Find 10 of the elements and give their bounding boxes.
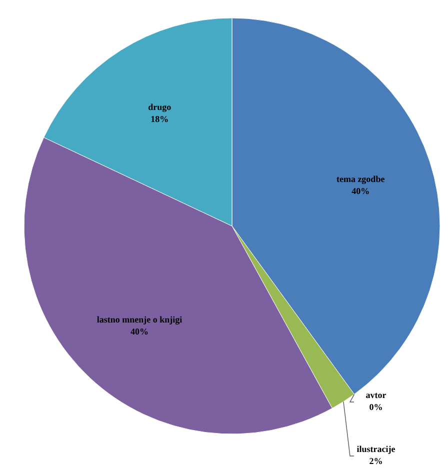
slice-label: ilustracije (356, 444, 396, 454)
data-label: 40% (130, 326, 148, 337)
slice-label: lastno mnenje o knjigi (96, 314, 183, 325)
slice-label: drugo (148, 102, 172, 112)
data-label: 40% (352, 186, 370, 196)
text: 0% (369, 402, 383, 412)
data-label: 2% (369, 456, 383, 466)
legend-label: avtor (366, 390, 386, 400)
slice-label: tema zgodbe (336, 174, 385, 184)
data-label: 18% (150, 114, 169, 124)
